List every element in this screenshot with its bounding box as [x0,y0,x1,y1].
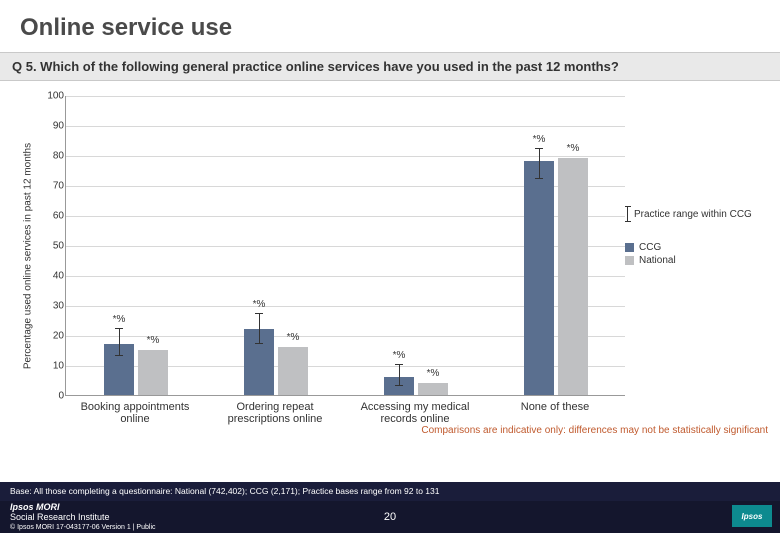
y-tick: 70 [44,181,64,192]
ccg-bar [524,161,554,395]
bar-group: *% *% [206,96,346,395]
national-bar [558,158,588,395]
y-tick: 10 [44,361,64,372]
x-category-label: None of these [485,401,625,413]
error-cap [115,328,123,329]
ccg-value-label: *% [244,299,274,310]
base-text: Base: All those completing a questionnai… [0,482,780,501]
question-text: Q 5. Which of the following general prac… [0,52,780,81]
error-cap [395,385,403,386]
national-bar [418,383,448,395]
national-bar [278,347,308,395]
ccg-value-label: *% [384,350,414,361]
legend-ccg-label: CCG [639,242,661,253]
y-tick: 80 [44,151,64,162]
national-value-label: *% [278,332,308,343]
y-tick: 20 [44,331,64,342]
footer: Base: All those completing a questionnai… [0,482,780,540]
legend: Practice range within CCG CCG National [625,206,765,268]
error-bar [539,149,540,179]
bar-group: *% *% [346,96,486,395]
national-value-label: *% [558,143,588,154]
copyright: © Ipsos MORI 17-043177-06 Version 1 | Pu… [10,524,156,531]
brand-line2: Social Research Institute [10,513,110,523]
x-category-label: Booking appointments online [65,401,205,425]
error-bar-icon [627,206,628,222]
error-cap [535,178,543,179]
y-tick: 90 [44,121,64,132]
x-category-label: Ordering repeat prescriptions online [205,401,345,425]
legend-national: National [625,255,765,266]
legend-ccg: CCG [625,242,765,253]
y-tick: 40 [44,271,64,282]
error-bar [399,365,400,386]
national-value-label: *% [418,368,448,379]
ipsos-logo: Ipsos [732,505,772,527]
y-tick: 100 [44,91,64,102]
error-cap [395,364,403,365]
ccg-value-label: *% [524,134,554,145]
y-tick: 60 [44,211,64,222]
brand: Ipsos MORI Social Research Institute [10,503,110,523]
national-value-label: *% [138,335,168,346]
y-tick: 30 [44,301,64,312]
legend-range-label: Practice range within CCG [634,209,752,220]
plot-area: *% *% *% *% *% *% *% *% [65,96,625,396]
error-bar [259,314,260,344]
y-tick: 0 [44,391,64,402]
bar-group: *% *% [486,96,626,395]
page-title: Online service use [0,0,780,52]
error-cap [115,355,123,356]
x-category-label: Accessing my medical records online [345,401,485,425]
ccg-value-label: *% [104,314,134,325]
y-tick: 50 [44,241,64,252]
footer-bottom: Ipsos MORI Social Research Institute © I… [0,501,780,533]
national-bar [138,350,168,395]
national-swatch [625,256,634,265]
chart: Percentage used online services in past … [10,91,770,421]
ccg-swatch [625,243,634,252]
bar-group: *% *% [66,96,206,395]
error-cap [255,343,263,344]
y-axis-label: Percentage used online services in past … [23,143,34,369]
page-number: 20 [384,511,396,523]
error-cap [535,148,543,149]
error-bar [119,329,120,356]
legend-practice-range: Practice range within CCG [625,206,765,222]
legend-national-label: National [639,255,676,266]
error-cap [255,313,263,314]
